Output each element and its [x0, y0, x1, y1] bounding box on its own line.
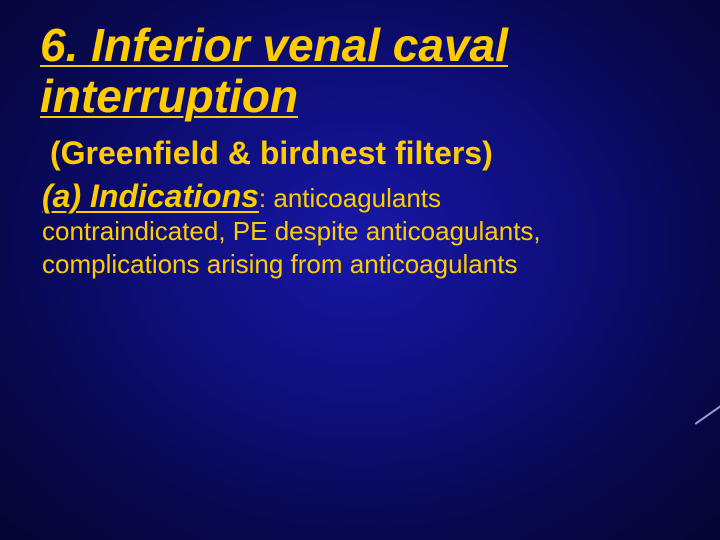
body-text-rest: contraindicated, PE despite anticoagulan…	[40, 215, 680, 280]
body-text-first: : anticoagulants	[259, 183, 441, 213]
slide-container: 6. Inferior venal caval interruption (Gr…	[0, 0, 720, 540]
slide-subtitle: (Greenfield & birdnest filters)	[40, 135, 680, 172]
slide-title: 6. Inferior venal caval interruption	[40, 20, 680, 121]
indications-label: (a) Indications	[42, 178, 259, 214]
body-first-line: (a) Indications: anticoagulants	[40, 178, 680, 215]
decorative-line	[685, 375, 720, 410]
